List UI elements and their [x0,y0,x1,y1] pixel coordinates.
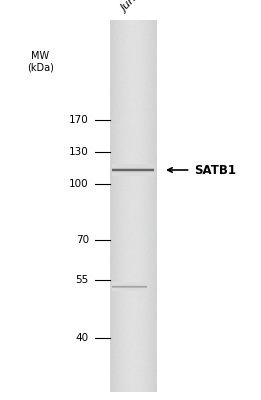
Text: 170: 170 [69,115,89,125]
Text: MW
(kDa): MW (kDa) [27,51,54,73]
Text: 130: 130 [69,147,89,157]
Text: Jurkat: Jurkat [119,0,150,14]
Text: 100: 100 [69,179,89,189]
Text: SATB1: SATB1 [194,164,236,176]
Text: 40: 40 [76,333,89,343]
Text: 70: 70 [76,235,89,245]
Text: 55: 55 [75,275,89,285]
